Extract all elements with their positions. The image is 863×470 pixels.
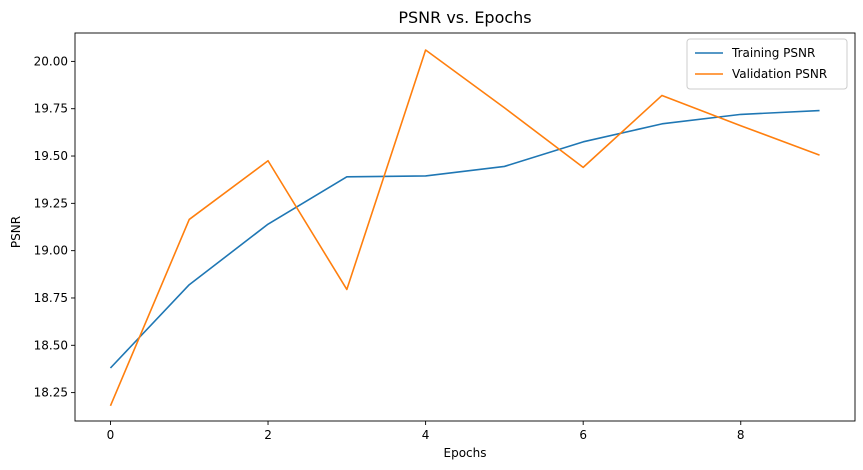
legend-label-validation: Validation PSNR — [732, 67, 827, 81]
y-tick-label: 19.00 — [34, 244, 68, 258]
legend-label-training: Training PSNR — [731, 46, 815, 60]
y-tick-label: 18.50 — [34, 338, 68, 352]
y-tick-label: 18.75 — [34, 291, 68, 305]
x-tick-label: 0 — [107, 428, 115, 442]
x-tick-label: 4 — [422, 428, 430, 442]
plot-frame — [74, 32, 856, 422]
y-tick-label: 19.25 — [34, 196, 68, 210]
x-tick-label: 2 — [264, 428, 272, 442]
y-tick-label: 20.00 — [34, 54, 68, 68]
x-tick-label: 6 — [579, 428, 587, 442]
x-axis-label: Epochs — [444, 446, 487, 460]
series-line-validation — [109, 49, 820, 407]
plot-area: 0 2 4 6 8 18.25 18.50 18.75 19.00 19.25 19.50 19.75… — [34, 32, 856, 442]
x-tick-label: 8 — [737, 428, 745, 442]
chart-title: PSNR vs. Epochs — [398, 8, 531, 27]
series-line-training — [109, 109, 820, 369]
legend-box — [686, 38, 848, 90]
y-axis-label: PSNR — [9, 216, 23, 248]
y-tick-label: 18.25 — [34, 386, 68, 400]
y-tick-label: 19.75 — [34, 102, 68, 116]
y-tick-label: 19.50 — [34, 149, 68, 163]
